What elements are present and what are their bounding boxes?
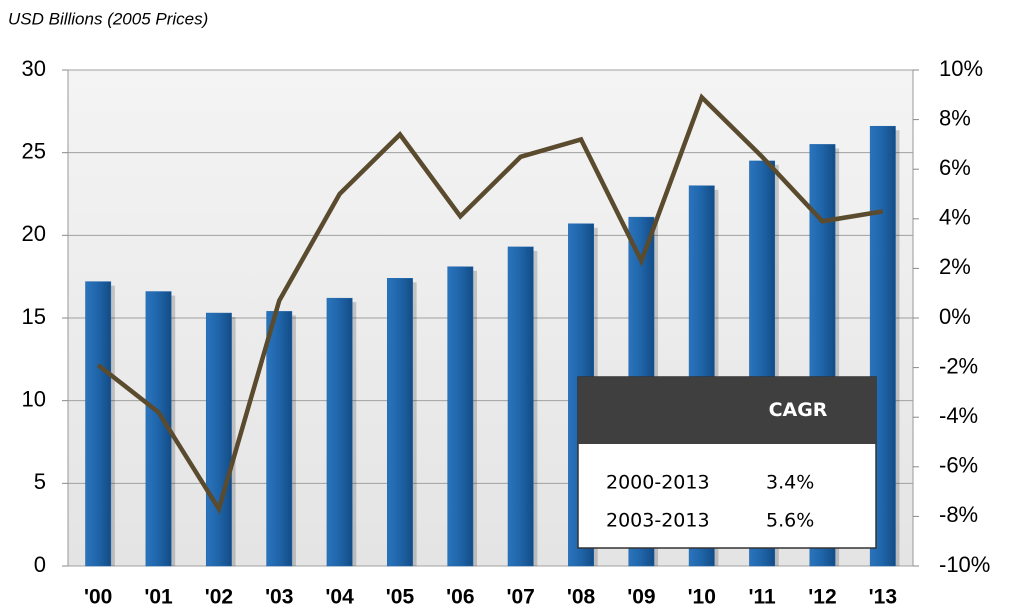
cagr-header: CAGR: [769, 399, 828, 421]
y2-tick-label: -8%: [939, 502, 978, 527]
x-tick-label: '05: [386, 586, 415, 609]
x-tick-label: '04: [325, 586, 354, 609]
y-tick-label: 10: [22, 386, 46, 411]
bar: [326, 297, 353, 567]
bar: [85, 281, 112, 567]
y-tick-label: 25: [22, 138, 46, 163]
y2-tick-label: -6%: [939, 453, 978, 478]
x-tick-label: '09: [627, 586, 655, 609]
y2-tick-label: 6%: [939, 155, 971, 180]
y-tick-label: 30: [22, 56, 46, 81]
y-tick-label: 0: [34, 552, 46, 577]
y2-tick-label: 0%: [939, 304, 971, 329]
bar: [387, 278, 413, 567]
cagr-period: 2000-2013: [606, 472, 710, 494]
x-tick-label: '01: [144, 586, 173, 609]
bar: [447, 266, 474, 567]
x-tick-label: '10: [688, 586, 716, 609]
x-tick-label: '08: [567, 586, 596, 609]
bar: [266, 311, 293, 567]
cagr-header-bg: [578, 377, 876, 444]
bar: [205, 312, 232, 567]
x-tick-label: '07: [506, 586, 534, 609]
x-tick-label: '06: [446, 586, 474, 609]
x-tick-label: '00: [84, 586, 112, 609]
y2-tick-label: 4%: [939, 205, 971, 230]
y2-tick-label: 2%: [939, 254, 971, 279]
y-tick-label: 20: [22, 221, 46, 246]
y-tick-label: 5: [34, 469, 46, 494]
x-tick-label: '13: [869, 586, 897, 609]
cagr-value: 5.6%: [766, 510, 814, 532]
y2-tick-label: -10%: [939, 552, 990, 577]
y2-tick-label: -4%: [939, 403, 978, 428]
x-tick-label: '03: [265, 586, 293, 609]
growth-line: [96, 93, 884, 515]
x-tick-label: '11: [749, 586, 777, 609]
y2-tick-label: 10%: [939, 56, 983, 81]
y2-tick-label: -2%: [939, 353, 978, 378]
x-tick-label: '02: [205, 586, 233, 609]
cagr-value: 3.4%: [766, 472, 814, 494]
y-tick-label: 15: [22, 304, 46, 329]
y2-tick-label: 8%: [939, 105, 971, 130]
cagr-period: 2003-2013: [606, 510, 710, 532]
x-tick-label: '12: [808, 586, 836, 609]
subtitle: USD Billions (2005 Prices): [8, 9, 208, 28]
bar: [507, 246, 534, 567]
